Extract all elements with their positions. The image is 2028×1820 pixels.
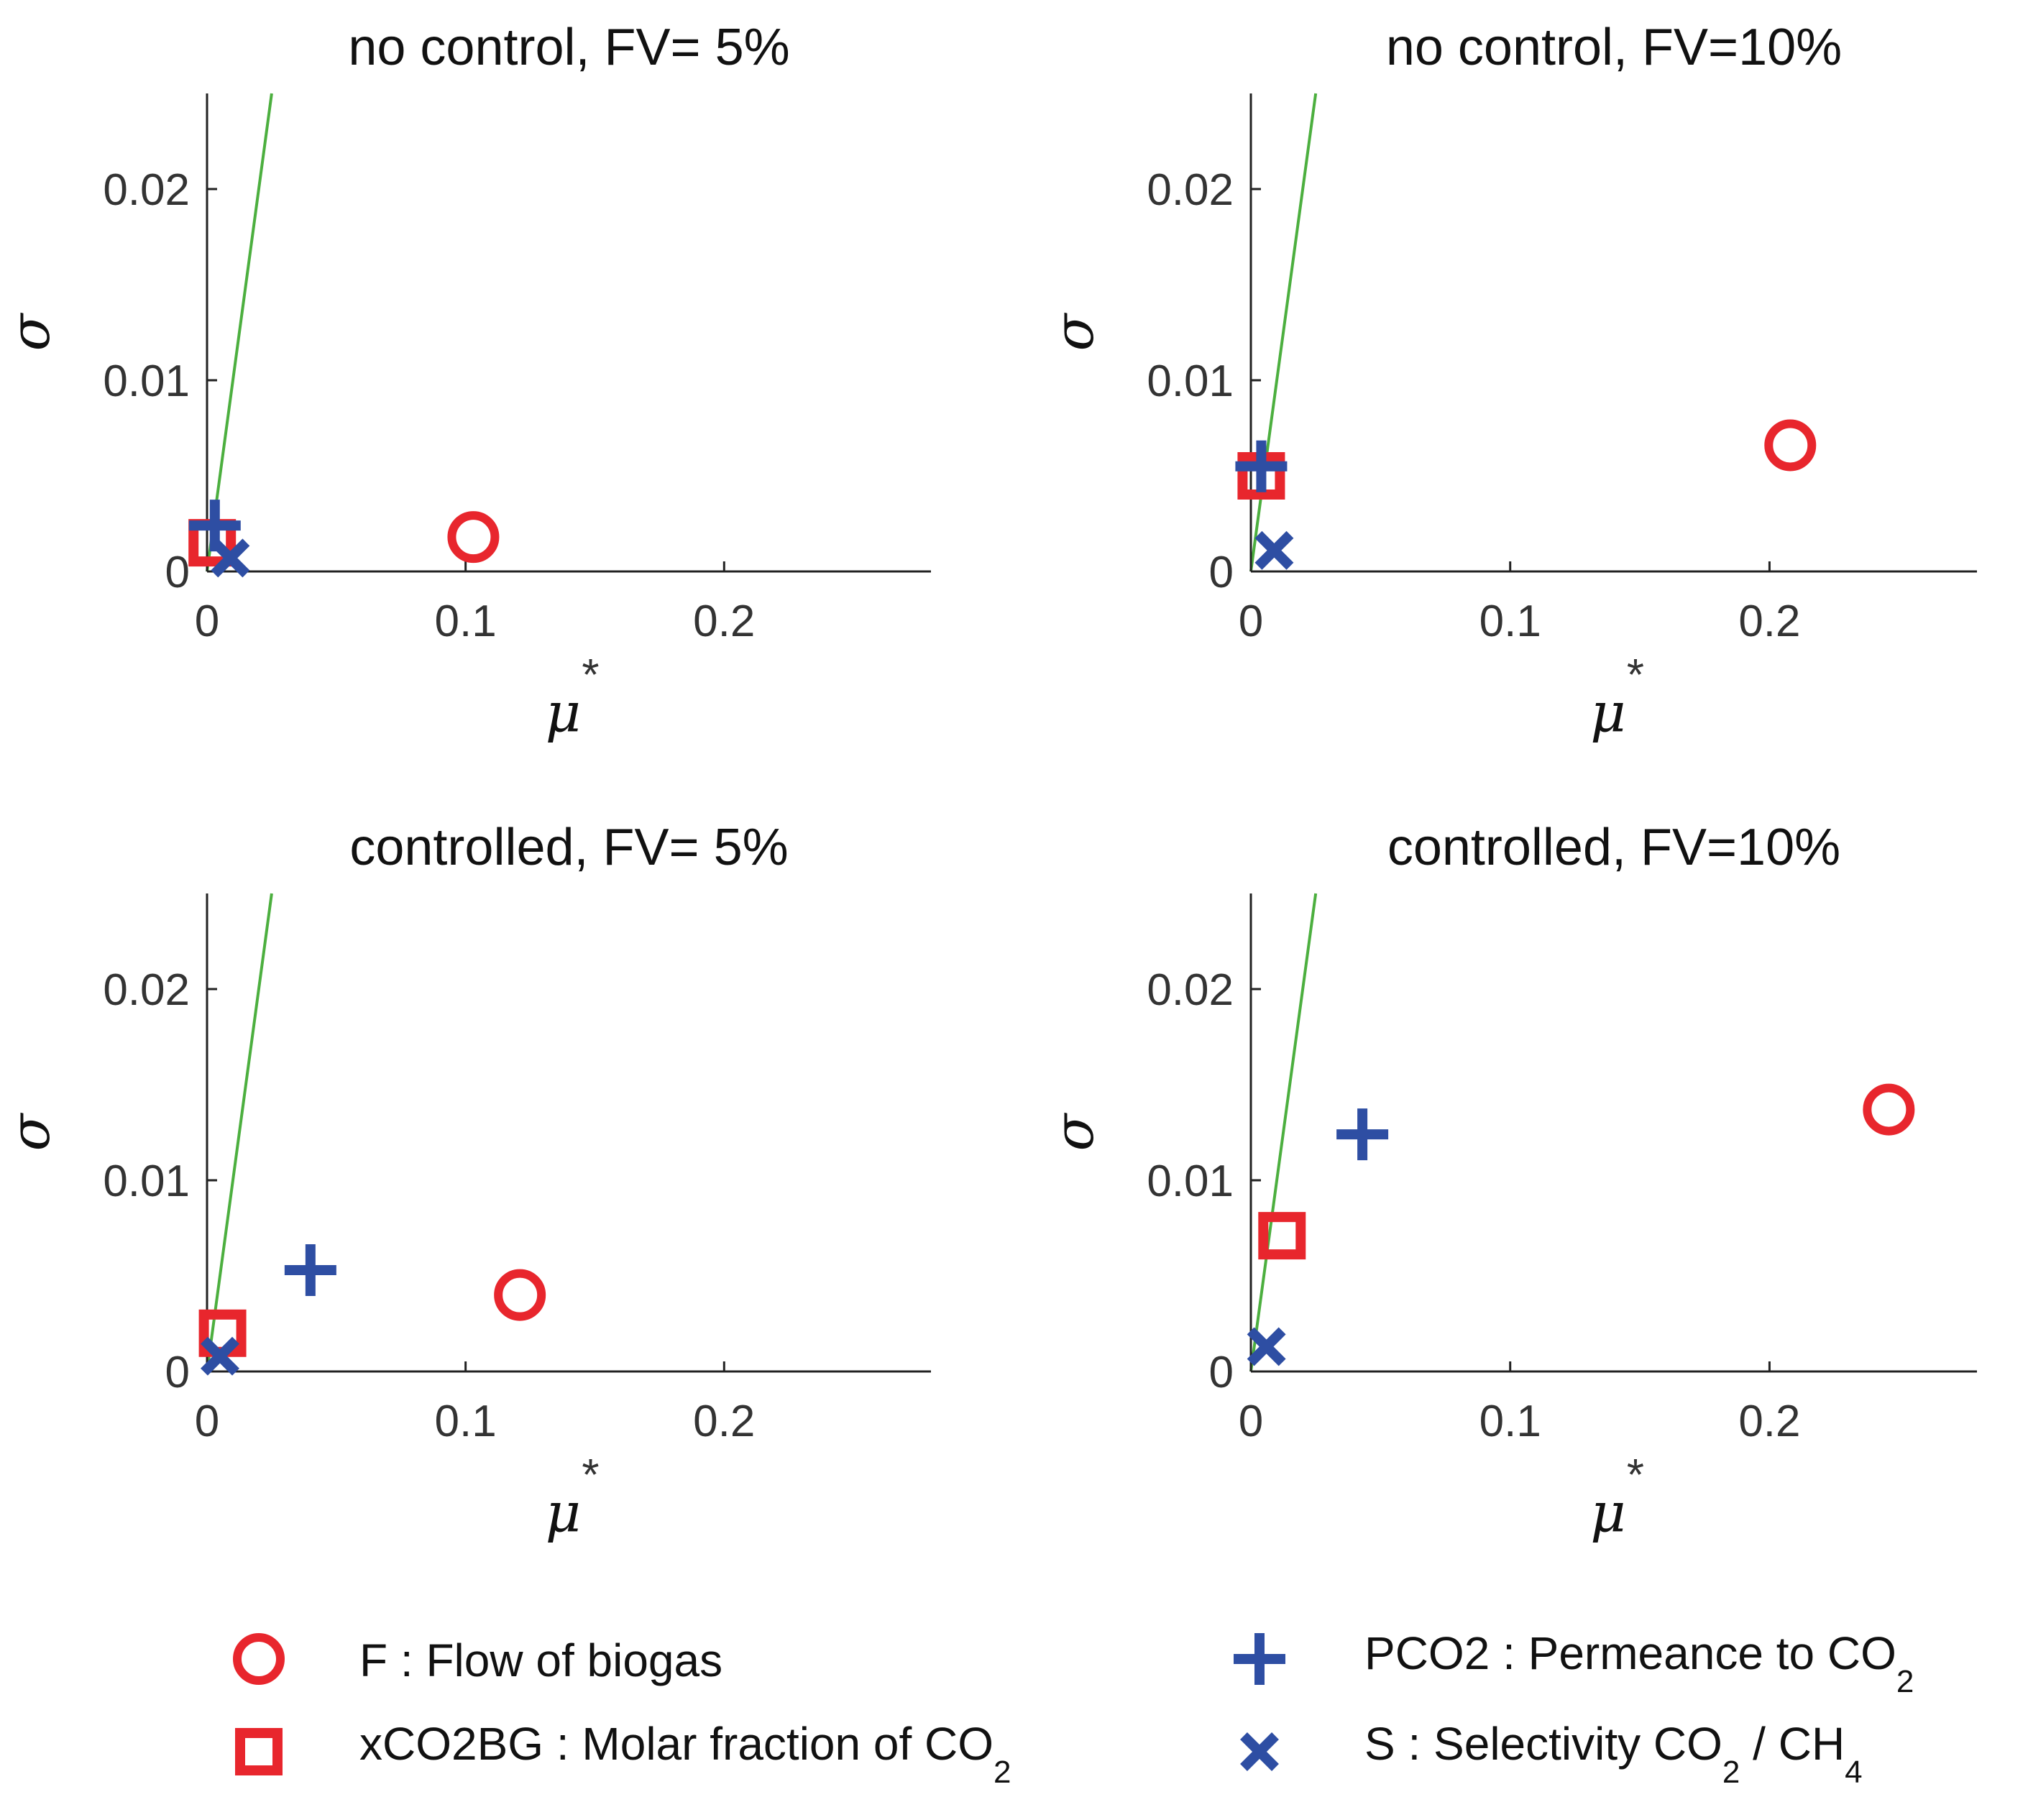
x-axis-label-superscript: *: [582, 651, 599, 700]
panel-title: controlled, FV= 5%: [349, 819, 788, 876]
panel-4: controlled, FV=10% 0 0.1 0.2 0 0.01 0.02 μ* σ: [1042, 819, 1977, 1544]
x-axis-label-superscript: *: [582, 1451, 599, 1500]
x-axis-label-superscript: *: [1627, 1451, 1644, 1500]
point-f: [1863, 1083, 1915, 1136]
legend-marker-square: [235, 1728, 283, 1775]
x-tick-label: 0: [195, 597, 219, 646]
point-s: [211, 538, 250, 578]
panel-title: no control, FV= 5%: [348, 19, 789, 76]
x-axis-label: μ: [1590, 1480, 1625, 1544]
reference-line: [206, 93, 273, 572]
y-tick-label: 0.02: [1147, 965, 1234, 1015]
y-tick-label: 0.02: [1147, 165, 1234, 215]
x-tick-label: 0.2: [1738, 1397, 1800, 1446]
y-axis-label: σ: [0, 1112, 62, 1151]
legend-item-f: F : Flow of biogas: [233, 1633, 722, 1686]
legend: F : Flow of biogas PCO2 : Permeance to CO…: [233, 1627, 1914, 1790]
y-tick-label: 0: [165, 548, 190, 597]
point-s: [201, 1336, 239, 1376]
legend-label: PCO2 : Permeance to CO2: [1364, 1627, 1914, 1699]
reference-line: [206, 893, 273, 1372]
legend-item-xco2bg: xCO2BG : Molar fraction of CO2: [235, 1718, 1011, 1790]
panel-2: no control, FV=10% 0 0.1 0.2 0 0.01 0.02 μ* σ: [1042, 19, 1977, 744]
y-tick-label: 0.01: [103, 1157, 190, 1206]
y-axis-label: σ: [1042, 1112, 1106, 1151]
legend-marker-plus: [1234, 1633, 1285, 1685]
x-tick-label: 0.1: [1479, 1397, 1541, 1446]
panel-1: no control, FV= 5% 0 0.1 0.2 0 0.01 0.02 μ* σ: [0, 19, 931, 744]
y-axis-label: σ: [0, 312, 62, 351]
x-tick-label: 0.1: [435, 597, 497, 646]
x-axis-label: μ: [546, 680, 581, 744]
y-tick-label: 0: [1209, 548, 1234, 597]
point-pco2: [1235, 440, 1288, 492]
point-f: [1764, 419, 1817, 472]
x-tick-label: 0.2: [693, 597, 755, 646]
x-tick-label: 0: [1239, 1397, 1263, 1446]
y-tick-label: 0.02: [103, 165, 190, 215]
legend-marker-cross: [1240, 1732, 1279, 1771]
legend-item-s: S : Selectivity CO2 / CH4: [1240, 1718, 1863, 1790]
y-tick-label: 0.01: [103, 357, 190, 406]
point-pco2: [1336, 1108, 1389, 1161]
point-f: [447, 511, 500, 564]
x-axis-label: μ: [546, 1480, 581, 1544]
x-tick-label: 0.2: [693, 1397, 755, 1446]
panels: no control, FV= 5%0 0.1 0.200.010.02μ*σno …: [0, 19, 1977, 1544]
legend-label: F : Flow of biogas: [359, 1635, 722, 1686]
point-s: [1254, 530, 1294, 570]
point-xco2bg: [1258, 1212, 1306, 1260]
legend-label: xCO2BG : Molar fraction of CO2: [359, 1718, 1011, 1790]
panel-title: controlled, FV=10%: [1387, 819, 1840, 876]
x-axis-label-superscript: *: [1627, 651, 1644, 700]
panel-3: controlled, FV= 5% 0 0.1 0.2 0 0.01 0.02 μ* σ: [0, 819, 931, 1544]
y-axis-label: σ: [1042, 312, 1106, 351]
x-tick-label: 0: [1239, 597, 1263, 646]
y-tick-label: 0: [1209, 1348, 1234, 1397]
y-tick-label: 0.01: [1147, 357, 1234, 406]
x-tick-label: 0: [195, 1397, 219, 1446]
y-tick-label: 0.01: [1147, 1157, 1234, 1206]
x-tick-label: 0.2: [1738, 597, 1800, 646]
x-axis-label: μ: [1590, 680, 1625, 744]
legend-label: S : Selectivity CO2 / CH4: [1364, 1718, 1863, 1790]
y-tick-label: 0.02: [103, 965, 190, 1015]
legend-item-pco2: PCO2 : Permeance to CO2: [1234, 1627, 1914, 1699]
point-s: [1247, 1327, 1286, 1366]
reference-line: [1249, 893, 1318, 1372]
legend-marker-circle: [233, 1633, 285, 1685]
reference-line: [1249, 93, 1318, 572]
panel-title: no control, FV=10%: [1386, 19, 1842, 76]
y-tick-label: 0: [165, 1348, 190, 1397]
point-pco2: [284, 1244, 336, 1297]
x-tick-label: 0.1: [435, 1397, 497, 1446]
x-tick-label: 0.1: [1479, 597, 1541, 646]
point-f: [494, 1269, 546, 1321]
